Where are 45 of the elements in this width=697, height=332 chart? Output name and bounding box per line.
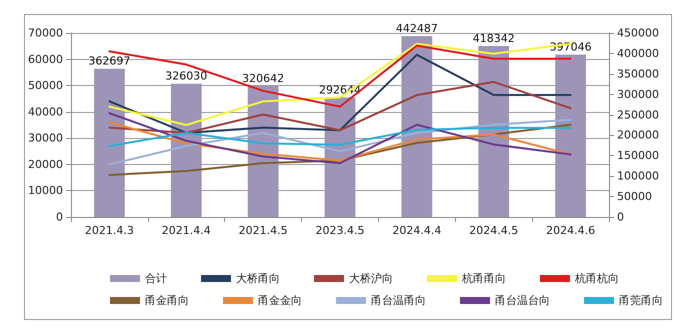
x-tick-label: 2024.4.4 — [392, 224, 442, 237]
legend-label: 杭甬甬向 — [461, 272, 506, 285]
legend-label: 大桥沪向 — [349, 272, 393, 285]
line-series — [108, 126, 572, 148]
legend-label: 甬金甬向 — [145, 294, 189, 307]
y2-tick-label: 0 — [617, 210, 624, 224]
x-tick-label: 2021.4.3 — [84, 224, 134, 237]
y-tick-label: 50000 — [28, 79, 63, 92]
legend-label: 甬台温甬向 — [371, 294, 426, 307]
data-label: 362697 — [88, 54, 130, 68]
y2-tick-label: 200000 — [617, 128, 659, 142]
y-tick-label: 30000 — [28, 132, 63, 145]
legend-label: 甬台温台向 — [495, 294, 550, 307]
line-series — [108, 124, 572, 176]
x-tick-label: 2023.4.5 — [316, 224, 364, 237]
x-tick-label: 2021.4.4 — [162, 224, 211, 237]
bar — [555, 54, 586, 217]
data-label: 418342 — [472, 32, 515, 45]
x-tick-label: 2024.4.6 — [546, 224, 596, 237]
y-tick-label: 60000 — [28, 52, 63, 66]
y-tick-label: 40000 — [28, 105, 63, 118]
legend-label: 合计 — [145, 272, 167, 285]
legend-label: 甬莞甬向 — [619, 294, 663, 307]
y2-tick-label: 400000 — [617, 46, 659, 60]
bar — [94, 68, 125, 217]
y2-tick-label: 300000 — [617, 88, 659, 101]
legend-label: 大桥甬向 — [236, 272, 280, 285]
y-tick-label: 20000 — [28, 158, 63, 171]
y-tick-label: 70000 — [28, 26, 63, 40]
data-label: 326030 — [165, 70, 208, 83]
y-tick-label: 0 — [56, 210, 63, 224]
legend-label: 甬金金向 — [258, 294, 302, 307]
data-label: 442487 — [396, 22, 438, 36]
x-tick-label: 2021.4.5 — [238, 224, 288, 237]
y2-tick-label: 250000 — [617, 108, 659, 122]
y2-tick-label: 450000 — [617, 26, 659, 40]
x-tick-label: 2024.4.5 — [469, 224, 518, 237]
y-tick-label: 10000 — [28, 184, 63, 198]
data-label: 320642 — [242, 72, 284, 85]
y2-tick-label: 150000 — [617, 149, 659, 162]
y2-tick-label: 50000 — [617, 190, 652, 204]
legend-label: 杭甬杭向 — [574, 272, 619, 285]
y2-tick-label: 100000 — [617, 170, 659, 183]
y2-tick-label: 350000 — [617, 67, 659, 80]
line-series — [108, 80, 572, 134]
